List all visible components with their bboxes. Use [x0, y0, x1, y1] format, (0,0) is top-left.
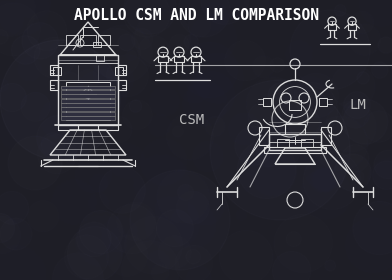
Bar	[50, 65, 58, 75]
Bar	[269, 134, 321, 150]
Bar	[61, 94, 115, 98]
Bar	[289, 100, 301, 110]
Bar	[328, 24, 336, 30]
Bar	[301, 139, 313, 147]
Bar	[58, 55, 118, 125]
Bar	[61, 85, 115, 89]
Text: CSM: CSM	[180, 113, 205, 127]
Bar	[348, 24, 356, 30]
Bar	[61, 103, 115, 107]
Bar	[53, 67, 61, 75]
Bar	[285, 124, 305, 134]
Bar	[61, 99, 115, 102]
Bar	[115, 67, 123, 75]
Bar	[66, 35, 78, 45]
Text: APOLLO CSM AND LM COMPARISON: APOLLO CSM AND LM COMPARISON	[73, 8, 318, 23]
Text: LM: LM	[350, 98, 367, 112]
Bar	[58, 55, 118, 63]
Bar	[259, 127, 269, 145]
Bar	[158, 56, 168, 62]
Bar	[264, 147, 326, 153]
Bar	[174, 56, 184, 62]
Circle shape	[210, 80, 350, 220]
Bar	[118, 65, 126, 75]
Bar	[98, 35, 110, 45]
Bar	[321, 127, 331, 145]
Bar	[277, 139, 289, 147]
Bar	[61, 90, 115, 94]
Circle shape	[0, 40, 120, 160]
Bar	[66, 81, 110, 120]
Bar	[118, 80, 126, 90]
Bar	[61, 116, 115, 120]
Bar	[96, 55, 104, 61]
Bar	[263, 98, 271, 106]
Circle shape	[130, 170, 230, 270]
Bar	[61, 107, 115, 111]
Bar	[319, 98, 327, 106]
Bar	[61, 112, 115, 116]
Bar	[80, 35, 96, 45]
Bar	[191, 56, 201, 62]
Bar	[50, 80, 58, 90]
Bar	[93, 42, 101, 47]
